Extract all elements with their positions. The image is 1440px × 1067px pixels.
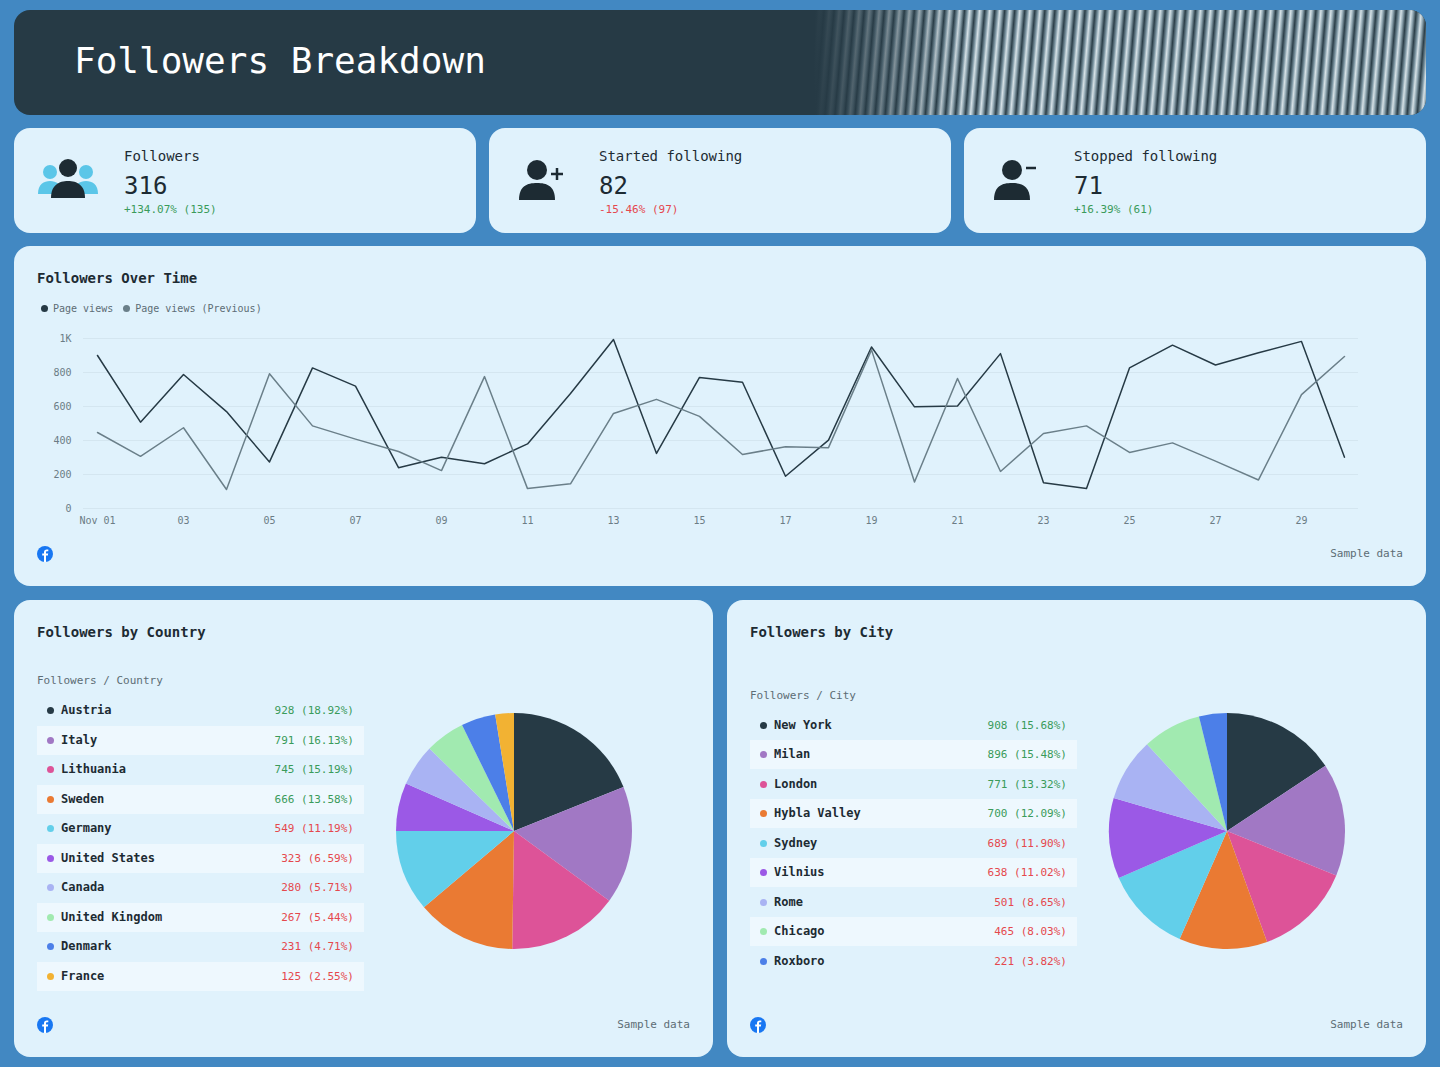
svg-text:11: 11 [521,515,533,526]
html-text:Stopped following: Stopped following [1074,148,1218,164]
html-text:221 (3.82%): 221 (3.82%) [994,954,1067,968]
html-text:New York: New York [774,717,832,732]
html-text:Lithuania: Lithuania [61,762,126,776]
html-text:896 (15.48%): 896 (15.48%) [987,748,1067,762]
html-text:280 (5.71%): 280 (5.71%) [281,881,354,894]
svg-text:03: 03 [177,515,189,526]
html-text:London: London [774,776,818,791]
html-text:501 (8.65%): 501 (8.65%) [994,895,1067,909]
html-text:+134.07% (135): +134.07% (135) [124,203,217,216]
html-text:Followers by Country: Followers by Country [37,624,206,640]
html-text:323 (6.59%): 323 (6.59%) [281,851,354,865]
svg-text:800: 800 [53,367,71,378]
svg-text:09: 09 [435,515,447,526]
svg-text:17: 17 [779,515,791,526]
html-text:France: France [61,968,105,983]
html-text:666 (13.58%): 666 (13.58%) [274,792,354,806]
html-text:Followers by City: Followers by City [750,624,894,640]
html-text:Sydney: Sydney [774,835,818,850]
html-text:United States: United States [61,850,155,865]
svg-text:Nov 01: Nov 01 [79,515,115,526]
html-text:Sample data: Sample data [617,1018,690,1031]
html-text:Italy: Italy [61,732,98,747]
svg-text:23: 23 [1037,515,1049,526]
html-text:316: 316 [124,172,168,200]
svg-text:1K: 1K [59,333,71,344]
html-text:71: 71 [1074,172,1103,200]
html-text:928 (18.92%): 928 (18.92%) [274,704,354,717]
svg-text:13: 13 [607,515,619,526]
html-text:Sample data: Sample data [1330,547,1403,560]
html-text:267 (5.44%): 267 (5.44%) [281,910,354,924]
html-text:231 (4.71%): 231 (4.71%) [281,940,354,953]
html-text:Followers / City: Followers / City [750,688,856,702]
html-text:Followers: Followers [124,148,200,164]
html-text:Rome: Rome [774,894,803,909]
svg-text:200: 200 [53,469,71,480]
html-text:Vilnius: Vilnius [774,865,825,880]
html-text:Started following: Started following [599,148,743,164]
html-text:689 (11.90%): 689 (11.90%) [987,836,1067,850]
html-text:-15.46% (97): -15.46% (97) [599,203,679,216]
html-text:Followers Breakdown: Followers Breakdown [74,40,486,81]
html-text:791 (16.13%): 791 (16.13%) [274,733,354,747]
html-text:700 (12.09%): 700 (12.09%) [987,807,1067,821]
svg-text:29: 29 [1295,515,1307,526]
svg-text:25: 25 [1123,515,1135,526]
svg-text:0: 0 [65,503,71,514]
html-text:82: 82 [599,172,628,200]
html-text:465 (8.03%): 465 (8.03%) [994,925,1067,939]
html-text:Page views: Page views [53,303,114,314]
html-text:745 (15.19%): 745 (15.19%) [274,763,354,776]
html-text:771 (13.32%): 771 (13.32%) [987,777,1067,791]
html-text:Canada: Canada [61,880,105,894]
svg-text:19: 19 [865,515,877,526]
html-text:638 (11.02%): 638 (11.02%) [987,866,1067,880]
svg-text:400: 400 [53,435,71,446]
html-text:Hybla Valley: Hybla Valley [774,806,861,821]
html-text:Sample data: Sample data [1330,1018,1403,1031]
html-text:Sweden: Sweden [61,791,105,806]
html-text:Page views (Previous): Page views (Previous) [135,303,262,314]
html-text:549 (11.19%): 549 (11.19%) [274,822,354,835]
html-text:908 (15.68%): 908 (15.68%) [987,718,1067,732]
svg-text:600: 600 [53,401,71,412]
html-text:United Kingdom: United Kingdom [61,909,163,924]
svg-text:05: 05 [263,515,275,526]
html-text:Roxboro: Roxboro [774,953,825,968]
svg-text:07: 07 [349,515,361,526]
html-text:Germany: Germany [61,821,112,835]
html-text:Milan: Milan [774,747,811,762]
svg-text:15: 15 [693,515,705,526]
svg-text:27: 27 [1209,515,1221,526]
svg-text:21: 21 [951,515,963,526]
html-text:Chicago: Chicago [774,924,825,939]
html-text:Followers Over Time: Followers Over Time [37,270,198,286]
html-text:Denmark: Denmark [61,939,112,953]
html-text:Followers / Country: Followers / Country [37,674,163,687]
html-text:Austria: Austria [61,703,112,717]
html-text:+16.39% (61): +16.39% (61) [1074,203,1154,216]
html-text:125 (2.55%): 125 (2.55%) [281,969,354,983]
